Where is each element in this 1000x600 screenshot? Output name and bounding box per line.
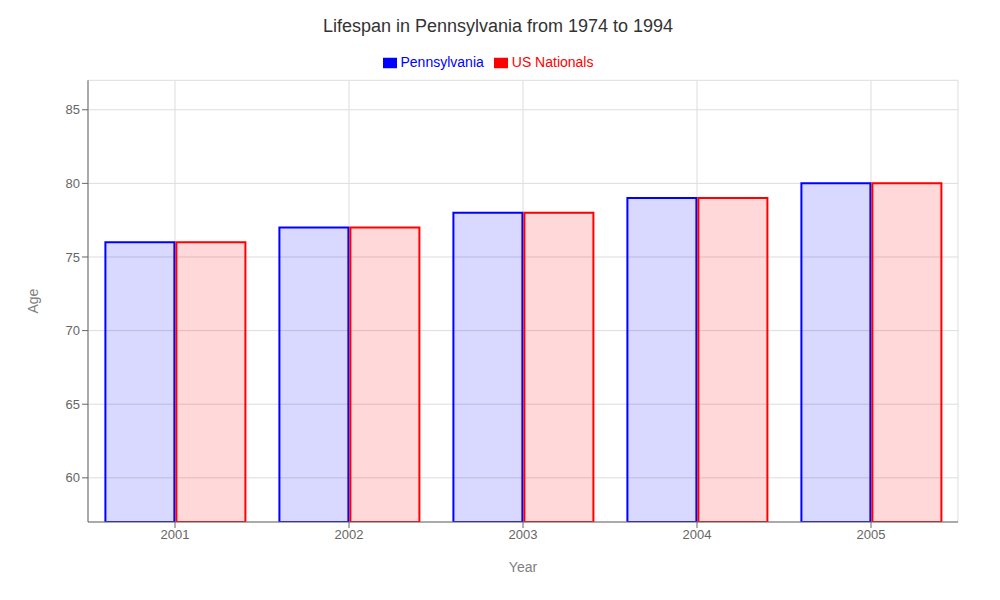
html-text:Pennsylvania: Pennsylvania [400,54,484,70]
svg-text:2003: 2003 [509,527,538,542]
svg-text:80: 80 [66,176,80,191]
svg-text:60: 60 [66,470,80,485]
svg-text:70: 70 [66,323,80,338]
svg-text:2002: 2002 [335,527,364,542]
svg-text:85: 85 [66,102,80,117]
svg-text:2001: 2001 [161,527,190,542]
svg-text:Age: Age [25,288,41,313]
svg-text:65: 65 [66,397,80,412]
html-text:US Nationals: US Nationals [511,54,594,70]
svg-text:75: 75 [66,250,80,265]
svg-text:Year: Year [509,559,538,575]
html-text:Lifespan in Pennsylvania from: Lifespan in Pennsylvania from 1974 to 19… [322,16,674,36]
svg-text:2005: 2005 [857,527,886,542]
svg-text:2004: 2004 [683,527,712,542]
